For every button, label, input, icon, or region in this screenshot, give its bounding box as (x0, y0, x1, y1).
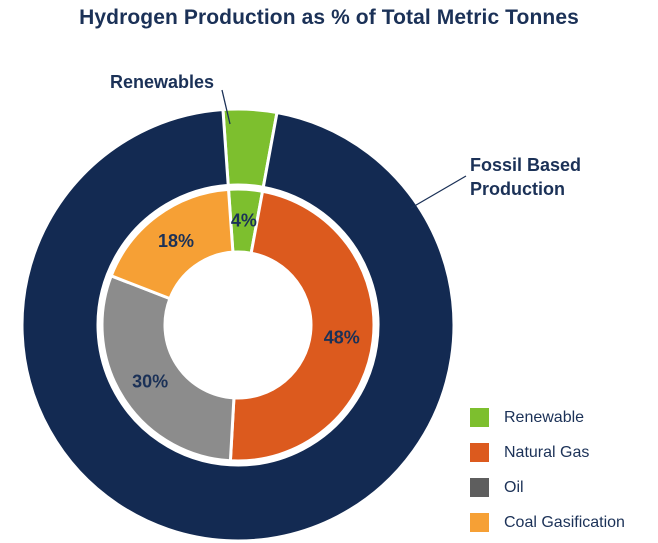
legend-swatch-oil (470, 478, 489, 497)
inner-slice-natural-gas (228, 189, 376, 463)
legend: Renewable Natural Gas Oil Coal Gasificat… (470, 400, 625, 540)
percent-label-coal-gasification: 18% (158, 231, 194, 251)
legend-label-coal-gasification: Coal Gasification (504, 513, 625, 531)
legend-item-oil: Oil (470, 470, 625, 505)
fossil-callout-line2: Production (470, 179, 565, 199)
renewables-callout: Renewables (110, 72, 214, 92)
outer-slice-fossil-based-production (20, 108, 456, 543)
inner-ring (100, 187, 376, 463)
percent-label-oil: 30% (132, 372, 168, 392)
callouts: Renewables Fossil Based Production (110, 72, 581, 209)
fossil-callout-line1: Fossil Based (470, 155, 581, 175)
legend-item-renewable: Renewable (470, 400, 625, 435)
legend-item-coal-gasification: Coal Gasification (470, 505, 625, 540)
inner-slice-coal-gasification (109, 187, 235, 301)
legend-label-oil: Oil (504, 478, 524, 496)
fossil-leader-line (410, 175, 467, 209)
inner-slice-oil (100, 274, 236, 463)
chart-title: Hydrogen Production as % of Total Metric… (79, 6, 579, 29)
legend-swatch-coal-gasification (470, 513, 489, 532)
legend-item-natural-gas: Natural Gas (470, 435, 625, 470)
renewables-leader-line (221, 89, 231, 125)
legend-label-natural-gas: Natural Gas (504, 443, 590, 461)
legend-swatch-natural-gas (470, 443, 489, 462)
legend-swatch-renewable (470, 408, 489, 427)
legend-label-renewable: Renewable (504, 408, 585, 426)
percent-label-natural-gas: 48% (324, 327, 360, 347)
percent-label-renewable: 4% (231, 211, 257, 231)
outer-ring (20, 107, 456, 543)
percent-labels: 4% 48% 30% 18% (132, 211, 360, 392)
